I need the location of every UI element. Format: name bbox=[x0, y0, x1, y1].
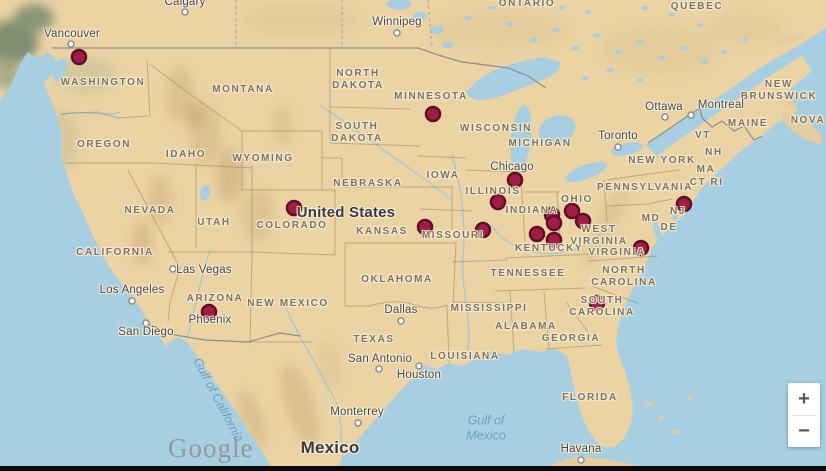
city-dot-san-diego bbox=[142, 319, 150, 327]
map-marker-indiana-southeast[interactable] bbox=[545, 214, 563, 232]
city-dot-houston bbox=[415, 362, 423, 370]
map-marker-arizona[interactable] bbox=[200, 303, 218, 321]
ocean-water bbox=[0, 28, 826, 471]
map-marker-ohio-east[interactable] bbox=[574, 212, 592, 230]
city-dot-montreal bbox=[687, 111, 695, 119]
city-dot-los-angeles bbox=[128, 297, 136, 305]
city-dot-winnipeg bbox=[393, 29, 401, 37]
terrain-shading bbox=[0, 2, 785, 447]
country-borders bbox=[52, 47, 763, 343]
zoom-control: + − bbox=[788, 383, 820, 447]
attribution-bar bbox=[0, 466, 826, 471]
city-dot-vancouver bbox=[67, 40, 75, 48]
map-marker-kentucky[interactable] bbox=[545, 231, 563, 249]
zoom-in-button[interactable]: + bbox=[788, 383, 820, 415]
zoom-divider bbox=[792, 414, 816, 416]
map-marker-virginia[interactable] bbox=[632, 239, 650, 257]
map-marker-kansas[interactable] bbox=[416, 218, 434, 236]
map-marker-indiana-south[interactable] bbox=[528, 225, 546, 243]
city-dot-monterrey bbox=[354, 419, 362, 427]
city-dot-ottawa bbox=[661, 113, 669, 121]
map-marker-missouri[interactable] bbox=[474, 221, 492, 239]
map-marker-colorado[interactable] bbox=[285, 199, 303, 217]
city-dot-toronto bbox=[614, 143, 622, 151]
google-watermark[interactable]: Google bbox=[168, 433, 254, 463]
city-dot-las-vegas bbox=[169, 265, 177, 273]
map-marker-south-carolina[interactable] bbox=[588, 294, 606, 312]
state-borders bbox=[59, 48, 681, 363]
city-dot-calgary bbox=[181, 8, 189, 16]
map-marker-illinois[interactable] bbox=[489, 193, 507, 211]
lakes bbox=[199, 0, 748, 201]
map-marker-ohio-west[interactable] bbox=[563, 202, 581, 220]
zoom-out-button[interactable]: − bbox=[788, 416, 820, 448]
city-dot-san-antonio bbox=[375, 365, 383, 373]
city-dot-dallas bbox=[397, 317, 405, 325]
map-marker-minnesota[interactable] bbox=[424, 105, 442, 123]
map-marker-pacific-northwest[interactable] bbox=[70, 48, 88, 66]
province-borders bbox=[235, 0, 433, 48]
map-marker-chicago[interactable] bbox=[506, 171, 524, 189]
map-marker-new-jersey[interactable] bbox=[675, 195, 693, 213]
city-dot-havana bbox=[577, 456, 585, 464]
